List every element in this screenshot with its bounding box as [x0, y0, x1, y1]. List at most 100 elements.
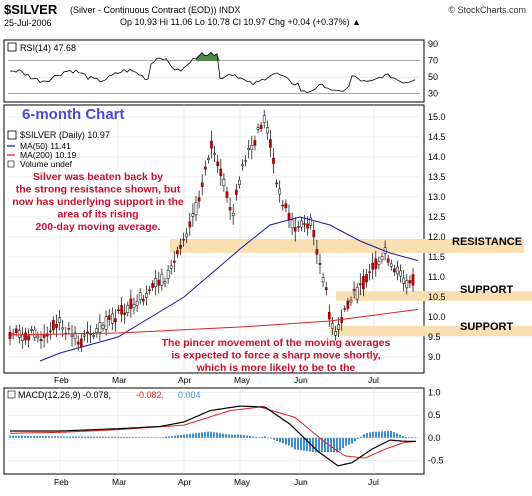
macd-histogram-bar: [387, 430, 389, 438]
price-tick-label: 9.5: [428, 332, 441, 342]
legend-ma50: MA(50) 11.41: [20, 141, 71, 151]
price-candle-body: [303, 223, 306, 225]
macd-histogram-bar: [177, 435, 179, 438]
price-candle-body: [371, 262, 375, 270]
macd-signal-line: [10, 406, 417, 459]
price-tick-label: 10.5: [428, 292, 446, 302]
macd-histogram-bar: [210, 431, 212, 438]
price-candle-body: [405, 280, 409, 289]
zone-band-1: [336, 291, 532, 301]
price-candle-body: [132, 304, 136, 308]
macd-histogram-bar: [342, 437, 344, 448]
price-candle-body: [126, 305, 130, 313]
price-tick-label: 14.0: [428, 152, 446, 162]
macd-histogram-bar: [360, 436, 362, 438]
price-candle-body: [14, 328, 18, 334]
price-candle-body: [176, 250, 179, 255]
macd-histogram-bar: [15, 435, 17, 438]
moving-averages-layer: [7, 216, 419, 362]
rsi-label: RSI(14) 47.68: [20, 43, 76, 53]
price-candle-body: [92, 335, 96, 337]
macd-histogram-bar: [96, 436, 98, 438]
price-candle-body: [358, 283, 362, 286]
zone-band-2: [330, 325, 532, 337]
macd-histogram-bar: [303, 437, 305, 451]
price-candle-body: [386, 258, 390, 263]
price-candle-body: [396, 266, 399, 275]
macd-histogram-bar: [147, 437, 149, 438]
price-candle-body: [141, 298, 145, 302]
legend-symbol: $SILVER (Daily) 10.97: [20, 130, 110, 140]
macd-histogram-bar: [141, 437, 143, 438]
price-candle-body: [135, 300, 139, 306]
macd-histogram-bar: [309, 437, 311, 452]
price-candle-body: [67, 328, 71, 330]
macd-histogram-bar: [48, 436, 50, 438]
month-tick-label: May: [234, 375, 251, 385]
price-candle-body: [225, 191, 229, 198]
macd-histogram-bar: [93, 436, 95, 438]
macd-histogram-bar: [297, 437, 299, 450]
macd-histogram-bar: [24, 435, 26, 438]
macd-histogram-bar: [288, 437, 290, 446]
macd-layer: 1.0 0.5 0.0 -0.5 Feb Mar Apr May Jun Jul: [8, 388, 444, 487]
macd-histogram-bar: [30, 435, 32, 438]
macd-histogram-bar: [27, 435, 29, 438]
price-candle-body: [169, 265, 173, 269]
price-candle-body: [343, 308, 347, 310]
price-candle-body: [39, 339, 43, 342]
price-candle-body: [117, 309, 120, 311]
price-candle-body: [309, 217, 313, 226]
macd-histogram-bar: [111, 436, 113, 438]
price-candle-body: [408, 280, 412, 284]
price-candle-body: [207, 158, 210, 160]
macd-histogram-bar: [282, 437, 284, 444]
macd-histogram-bar: [168, 436, 170, 438]
price-candle-body: [334, 331, 337, 336]
price-candle-body: [61, 327, 65, 330]
price-candle-body: [166, 270, 170, 279]
price-candle-body: [154, 278, 158, 287]
price-candle-body: [241, 164, 244, 167]
price-candle-body: [352, 289, 356, 291]
annotation-resistance-note: Silver was beaten back by the strong resi…: [12, 171, 184, 233]
macd-histogram-bar: [228, 434, 230, 438]
ma200-line: [7, 308, 419, 336]
price-candle-body: [219, 168, 223, 176]
macd-histogram-bar: [270, 437, 272, 439]
candles-layer: [8, 109, 415, 353]
price-candle-body: [70, 334, 74, 337]
macd-tick-label: 0.0: [428, 433, 441, 443]
price-candle-body: [216, 161, 220, 167]
macd-histogram-bar: [396, 433, 398, 438]
macd-histogram-bar: [180, 434, 182, 438]
macd-histogram-bar: [63, 436, 65, 438]
macd-histogram-bar: [114, 436, 116, 438]
price-candle-body: [148, 289, 151, 291]
macd-histogram-bar: [273, 437, 275, 440]
macd-month-label: Apr: [178, 477, 191, 487]
price-candle-body: [269, 139, 272, 148]
macd-histogram-bar: [237, 434, 239, 438]
macd-histogram-bar: [285, 437, 287, 445]
macd-histogram-bar: [102, 436, 104, 438]
macd-histogram-bar: [279, 437, 281, 443]
macd-histogram-bar: [291, 437, 293, 448]
price-candle-body: [222, 178, 226, 187]
macd-histogram-bar: [84, 436, 86, 438]
resistance-label: RESISTANCE: [452, 236, 522, 248]
macd-histogram-bar: [171, 436, 173, 438]
macd-histogram-bar: [267, 437, 269, 439]
macd-histogram-bar: [306, 437, 308, 452]
macd-histogram-bar: [399, 434, 401, 438]
macd-histogram-bar: [315, 437, 317, 453]
price-candle-body: [210, 140, 213, 149]
macd-label-hist: 0.004: [178, 390, 201, 400]
macd-histogram-bar: [36, 436, 38, 438]
macd-histogram-bar: [54, 436, 56, 438]
macd-line: [10, 405, 416, 467]
six-month-label: 6-month Chart: [22, 106, 125, 123]
price-candle-body: [374, 258, 378, 269]
price-candle-body: [145, 292, 148, 298]
